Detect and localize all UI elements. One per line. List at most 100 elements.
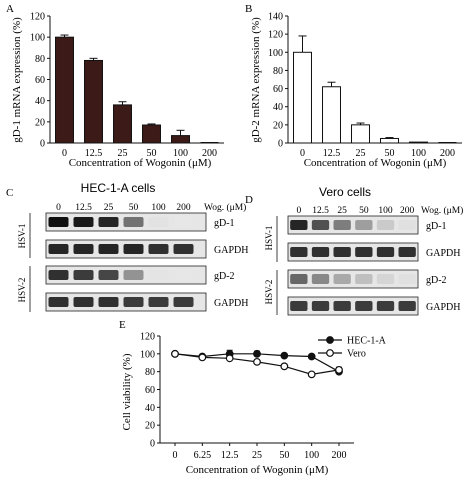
western-blot-vero: Vero cells Wog. (μM) HSV-1 HSV-2 0 12.5 25… (264, 185, 463, 316)
chart-e-cell-viability: Cell viability (%) Concentration of Wogo… (121, 332, 387, 477)
chart-b-ytick-label: 100 (268, 48, 283, 59)
blot-d-band (333, 247, 351, 257)
blot-c-band (73, 297, 94, 307)
chart-b-xtick-label: 25 (356, 148, 366, 159)
chart-e-ytick-label: 20 (145, 421, 155, 432)
chart-e-xtick-label: 0 (173, 450, 178, 461)
blot-c-band (148, 297, 169, 307)
blot-d-band (333, 274, 351, 284)
western-blot-hec1a: HEC-1-A cells Wog. (μM) HSV-1 HSV-2 0 12.… (17, 181, 248, 312)
blot-c-lane-label: 12.5 (75, 203, 92, 213)
blot-d-lane-label: 12.5 (312, 206, 329, 216)
blot-d-row-label: gD-2 (426, 275, 447, 286)
chart-e-xlabel: Concentration of Wogonin (μM) (186, 464, 329, 476)
blot-c-lane-label: 100 (151, 203, 166, 213)
chart-b-ylabel: gD-2 mRNA expression (%) (250, 17, 262, 143)
chart-e-point (253, 349, 261, 358)
chart-b-ytick-label: 120 (268, 30, 283, 41)
chart-e-point (335, 365, 343, 374)
chart-e-xtick-label: 12.5 (221, 450, 239, 461)
blot-c-band (73, 244, 94, 254)
chart-b-ytick-label: 140 (268, 12, 283, 23)
blot-c-band (48, 297, 69, 307)
chart-e-ytick-label: 120 (140, 332, 155, 343)
blot-c-band (148, 270, 169, 280)
blot-d-row-label: GAPDH (426, 302, 460, 313)
blot-c-band (98, 244, 119, 254)
blot-d-band (376, 220, 395, 230)
chart-a-xtick-label: 100 (173, 148, 188, 159)
chart-b-xtick-label: 100 (411, 148, 426, 159)
blot-d-band (398, 301, 416, 311)
chart-a-bar (113, 104, 132, 144)
blot-d-wog-label: Wog. (μM) (421, 205, 463, 216)
chart-a-gd1-mrna: gD-1 mRNA expression (%) Concentration o… (11, 12, 224, 169)
blot-c-row-label: GAPDH (214, 298, 248, 309)
blot-c-row-label: gD-2 (214, 271, 235, 282)
blot-d-band (290, 301, 308, 311)
blot-d-lane-label: 50 (359, 206, 369, 216)
chart-b-xtick-label: 12.5 (323, 148, 341, 159)
blot-d-band (333, 220, 351, 230)
chart-e-point (307, 352, 316, 361)
chart-b-xtick-label: 200 (440, 148, 455, 159)
chart-a-bar (55, 36, 74, 144)
chart-a-ytick-label: 20 (35, 117, 45, 128)
chart-a-xtick-label: 200 (202, 148, 217, 159)
blot-d-lane-label: 200 (400, 206, 415, 216)
panel-letter-b: B (245, 3, 252, 15)
blot-c-band (173, 297, 194, 307)
chart-a-ytick-label: 80 (35, 54, 45, 65)
chart-b-xtick-label: 0 (300, 148, 305, 159)
blot-d-group-hsv2: HSV-2 (264, 280, 274, 305)
blot-c-band (98, 217, 119, 227)
chart-a-xtick-label: 12.5 (85, 148, 103, 159)
chart-a-xlabel: Concentration of Wogonin (μM) (69, 157, 212, 169)
chart-a-ytick-label: 40 (35, 96, 45, 107)
chart-e-xtick-label: 6.25 (194, 450, 212, 461)
blot-d-row-label: gD-1 (426, 221, 447, 232)
chart-e-legend-label: Vero (347, 349, 366, 360)
blot-c-band (173, 217, 194, 227)
blot-d-band (398, 220, 416, 230)
chart-e-point (253, 357, 261, 366)
chart-e-point (280, 362, 289, 371)
blot-c-lane-label: 50 (129, 203, 139, 213)
blot-d-band (376, 301, 395, 311)
blot-c-band (148, 244, 169, 254)
blot-d-band (355, 247, 373, 257)
chart-a-ytick-label: 60 (35, 75, 45, 86)
chart-b-ytick-label: 40 (273, 102, 283, 113)
chart-e-ytick-label: 80 (145, 367, 155, 378)
chart-b-xlabel: Concentration of Wogonin (μM) (304, 157, 447, 169)
chart-b-bar (322, 86, 341, 144)
chart-a-xtick-label: 25 (118, 148, 128, 159)
blot-d-group-hsv1: HSV-1 (264, 226, 274, 251)
blot-c-row-label: gD-1 (214, 218, 235, 229)
chart-e-xtick-label: 25 (252, 450, 262, 461)
chart-b-bar (380, 137, 399, 144)
blot-c-band (123, 244, 144, 254)
chart-e-point (280, 351, 289, 360)
blot-d-band (290, 220, 308, 230)
panel-letter-c: C (6, 187, 13, 199)
chart-b-bar (409, 141, 428, 144)
blot-d-band (311, 301, 330, 311)
blot-c-group-hsv2: HSV-2 (17, 278, 27, 303)
chart-b-ytick-label: 20 (273, 120, 283, 131)
chart-e-xtick-label: 200 (332, 450, 347, 461)
blot-d-band (355, 220, 373, 230)
blot-c-lane-label: 25 (104, 203, 114, 213)
blot-c-band (148, 217, 169, 227)
chart-e-point (171, 349, 179, 358)
panel-letter-e: E (119, 319, 126, 331)
blot-c-band (48, 244, 69, 254)
blot-c-band (73, 217, 94, 227)
blot-c-band (123, 297, 144, 307)
blot-c-band (173, 244, 194, 254)
blot-c-group-hsv1: HSV-1 (17, 224, 27, 249)
blot-d-band (290, 274, 308, 284)
blot-c-title: HEC-1-A cells (81, 181, 156, 195)
blot-d-band (311, 220, 330, 230)
chart-e-xtick-label: 50 (279, 450, 289, 461)
